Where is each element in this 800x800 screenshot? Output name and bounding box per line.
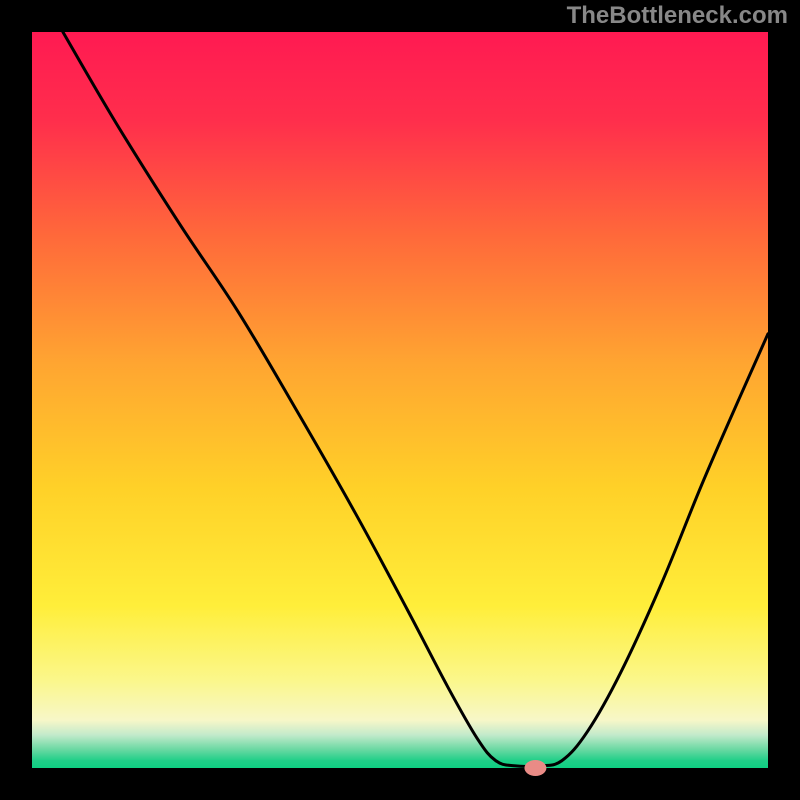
watermark-text: TheBottleneck.com	[567, 2, 788, 30]
bottleneck-chart	[0, 0, 800, 800]
chart-frame: TheBottleneck.com	[0, 0, 800, 800]
optimum-marker	[524, 760, 546, 776]
gradient-background	[32, 32, 768, 768]
